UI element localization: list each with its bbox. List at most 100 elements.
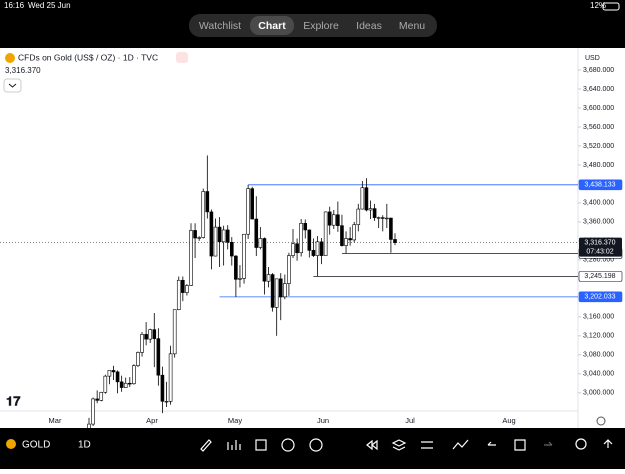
candle-body (266, 274, 271, 282)
candle-body (311, 250, 316, 256)
y-tick-label: 3,480.000 (583, 162, 614, 169)
y-tick-label: 3,080.000 (583, 352, 614, 359)
candle-body (176, 279, 181, 310)
toolbar-symbol[interactable]: GOLD (22, 440, 50, 451)
status-time: 16:16 (4, 1, 25, 10)
candle-body (172, 309, 177, 355)
candle-body (213, 226, 218, 257)
candle-body (258, 238, 263, 248)
candle-body (340, 225, 344, 246)
candle-body (254, 218, 259, 248)
y-tick-label: 3,600.000 (583, 105, 614, 112)
candle-body (181, 279, 185, 293)
collapse-button[interactable] (3, 78, 22, 93)
share-icon[interactable] (603, 439, 613, 448)
candle-body (156, 338, 161, 376)
indicator-icon[interactable] (227, 440, 241, 450)
x-tick-label: Apr (146, 416, 158, 425)
replay-icon[interactable] (366, 439, 378, 451)
candle-body (385, 217, 389, 220)
candle-body (242, 233, 246, 279)
candle-body (140, 334, 144, 353)
candle-body (168, 353, 173, 402)
candle-body (250, 188, 254, 220)
x-tick-label: Jun (317, 416, 329, 425)
compare-icon[interactable] (452, 439, 469, 450)
candle-body (291, 243, 295, 256)
candle-body (360, 187, 365, 210)
candle-body (315, 241, 320, 256)
level-label: 3,438.133 (584, 182, 615, 189)
candle-body (111, 370, 116, 373)
settings-sliders-icon[interactable] (421, 441, 433, 449)
nav-tab[interactable]: Ideas (356, 20, 382, 32)
candle-body (225, 229, 230, 243)
nav-tab[interactable]: Menu (399, 20, 425, 32)
y-tick-label: 3,280.000 (583, 257, 614, 264)
candle-body (128, 382, 132, 385)
settings-icon[interactable] (596, 416, 606, 426)
nav-tab[interactable]: Chart (258, 20, 286, 32)
candle-body (164, 401, 169, 403)
chart-area (0, 48, 625, 428)
candle-body (270, 274, 275, 308)
battery-icon (602, 2, 620, 11)
status-battery: 12% (590, 1, 606, 10)
candle-body (344, 238, 348, 246)
y-tick-label: 3,040.000 (583, 371, 614, 378)
x-tick-label: Aug (502, 416, 515, 425)
y-tick-label: 3,520.000 (583, 143, 614, 150)
candle-body (189, 230, 193, 286)
alert-icon[interactable] (309, 438, 323, 452)
nav-tab[interactable]: Watchlist (199, 20, 241, 32)
candle-body (136, 352, 140, 367)
candle-body (380, 217, 385, 219)
candle-body (352, 224, 357, 241)
countdown: 07:43:02 (586, 248, 613, 255)
candle-body (115, 371, 120, 383)
layers-icon[interactable] (391, 439, 407, 451)
last-price-label: 3,316.370 (584, 239, 615, 246)
candle-body (123, 382, 128, 388)
symbol-icon (6, 439, 16, 449)
candle-body (368, 208, 373, 211)
candle-body (91, 398, 95, 425)
candle-body (287, 255, 291, 284)
level-label: 3,202.033 (584, 294, 615, 301)
legend-price: 3,316.370 (5, 66, 41, 75)
candle-body (185, 285, 189, 293)
toolbar-interval[interactable]: 1D (78, 440, 91, 451)
candle-body (299, 223, 303, 254)
candle-body (262, 238, 267, 282)
level-label-bg (578, 271, 623, 282)
tv-logo: 𝟏𝟕 (6, 393, 21, 408)
active-tab-bg (250, 16, 294, 35)
candle-body (303, 223, 308, 231)
candle-body (376, 217, 381, 219)
candle-body (331, 214, 336, 226)
x-tick-label: Mar (49, 416, 62, 425)
y-tick-label: 3,560.000 (583, 124, 614, 131)
candle-body (372, 208, 377, 218)
undo-icon[interactable] (487, 441, 496, 446)
layout-icon[interactable] (255, 439, 267, 451)
candle-body (327, 211, 332, 226)
nav-tab[interactable]: Explore (303, 20, 339, 32)
last-price-bg (579, 237, 622, 257)
fullscreen-icon[interactable] (514, 439, 526, 451)
candle-body (393, 239, 397, 243)
candle-body (356, 208, 361, 226)
x-tick-label: May (228, 416, 242, 425)
candle-body (103, 375, 108, 393)
candle-body (197, 237, 201, 239)
y-tick-label: 3,360.000 (583, 219, 614, 226)
candle-body (234, 255, 238, 280)
add-icon[interactable] (281, 438, 295, 452)
idea-icon[interactable] (575, 438, 587, 450)
draw-tool-icon[interactable] (200, 439, 212, 452)
level-label-bg (578, 179, 623, 191)
redo-icon[interactable] (544, 441, 553, 446)
nav-pill (189, 14, 437, 37)
